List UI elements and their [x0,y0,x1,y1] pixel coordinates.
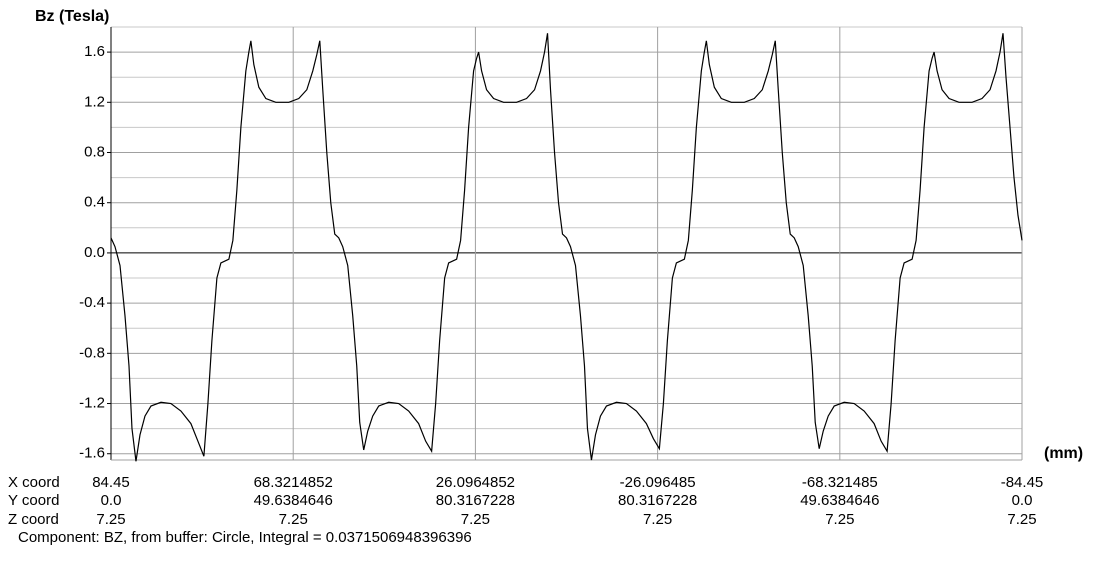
row-label: Y coord [8,492,59,509]
y-coord-label: 49.6384646 [254,492,333,509]
x-tick-label: 68.3214852 [254,474,333,491]
z-coord-label: 7.25 [96,511,125,528]
z-coord-label: 7.25 [279,511,308,528]
x-tick-label: 26.0964852 [436,474,515,491]
y-tick-label: -1.2 [79,394,105,411]
y-tick-label: 1.2 [84,93,105,110]
y-coord-label: 80.3167228 [436,492,515,509]
y-tick-label: -1.6 [79,445,105,462]
z-coord-label: 7.25 [825,511,854,528]
y-coord-label: 0.0 [1012,492,1033,509]
z-coord-label: 7.25 [1007,511,1036,528]
y-coord-label: 49.6384646 [800,492,879,509]
y-coord-label: 0.0 [101,492,122,509]
x-tick-label: -26.096485 [620,474,696,491]
y-tick-label: 1.6 [84,43,105,60]
x-tick-label: -68.321485 [802,474,878,491]
row-label: X coord [8,474,60,491]
y-tick-label: 0.0 [84,244,105,261]
y-tick-label: -0.4 [79,294,105,311]
z-coord-label: 7.25 [643,511,672,528]
data-line [110,33,1023,462]
y-axis-title: Bz (Tesla) [35,8,109,25]
y-coord-label: 80.3167228 [618,492,697,509]
y-tick-label: -0.8 [79,344,105,361]
row-label: Z coord [8,511,59,528]
y-tick-label: 0.8 [84,143,105,160]
x-axis-title: (mm) [1044,445,1083,462]
x-tick-label: -84.45 [1001,474,1044,491]
z-coord-label: 7.25 [461,511,490,528]
x-tick-label: 84.45 [92,474,130,491]
y-tick-label: 0.4 [84,194,105,211]
footer: Component: BZ, from buffer: Circle, Inte… [18,529,472,546]
